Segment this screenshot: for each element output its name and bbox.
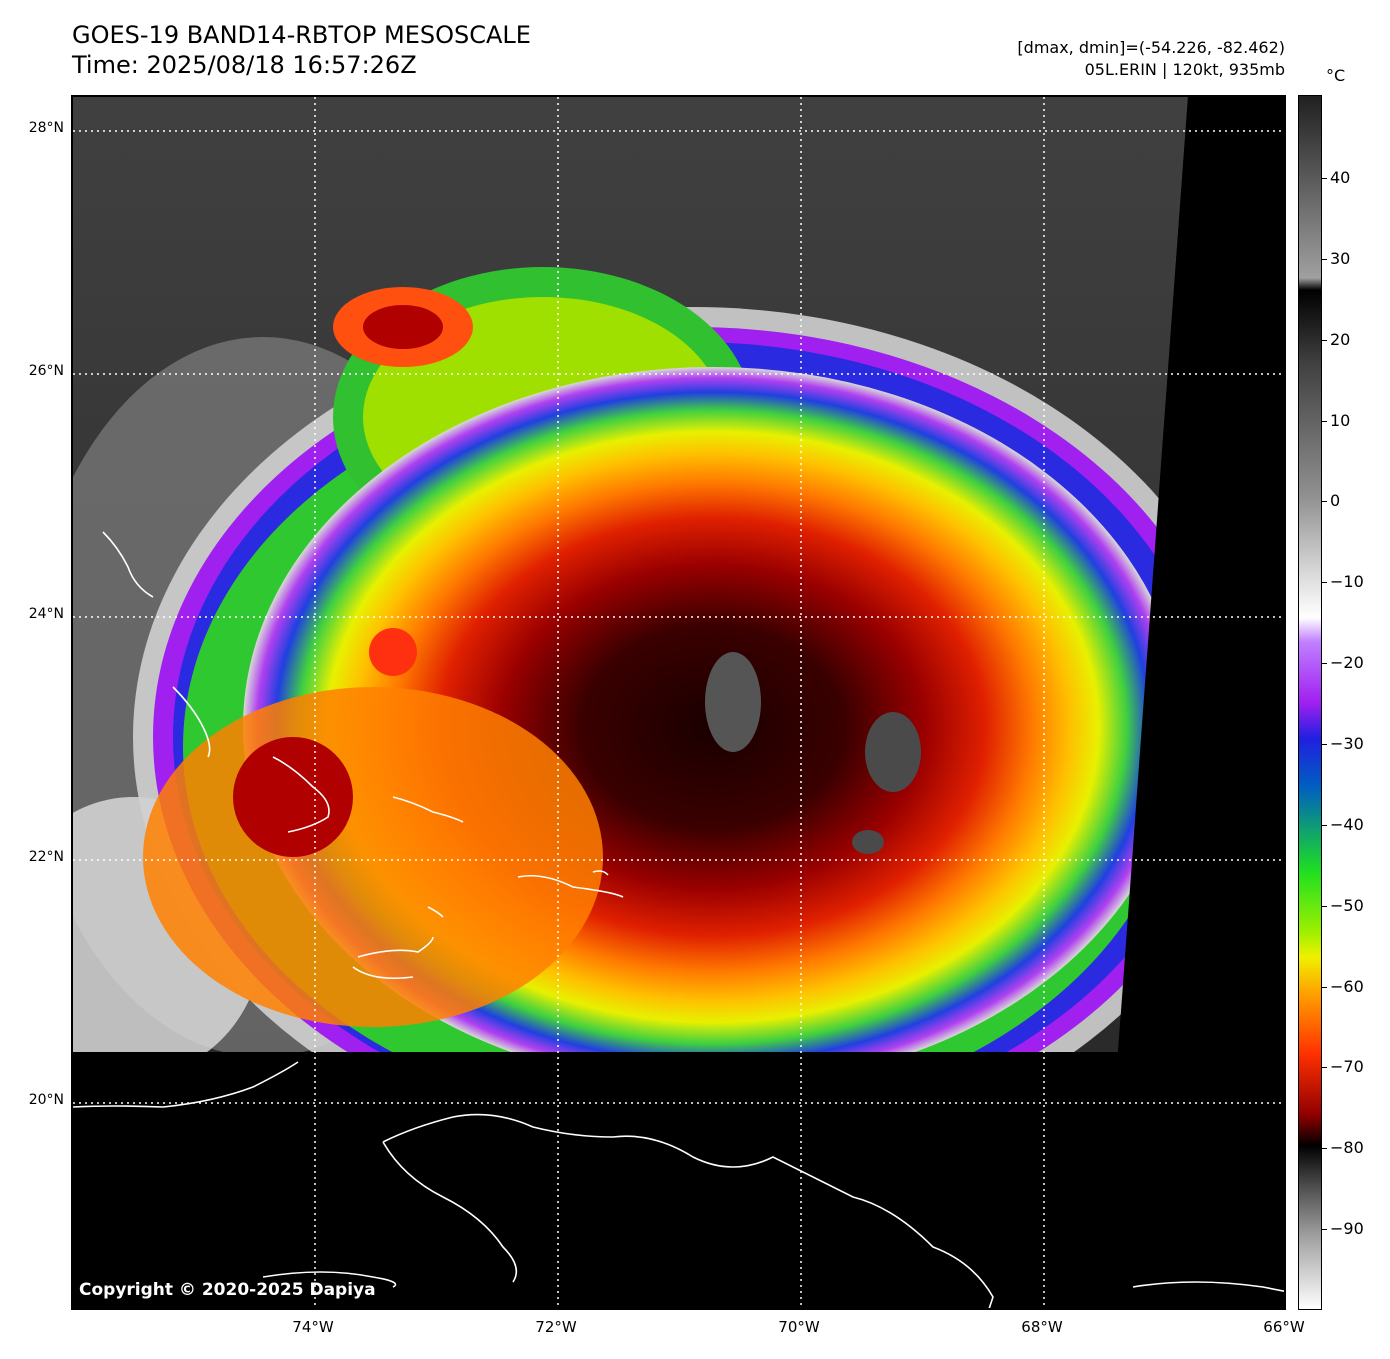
colorbar-tick-mark [1322, 1148, 1327, 1150]
colorbar-tick-mark [1322, 501, 1327, 503]
colorbar-tick-mark [1322, 258, 1327, 260]
lon-label-66w: 66°W [1263, 1318, 1305, 1336]
colorbar-tick-label: −20 [1330, 653, 1364, 673]
title-time: Time: 2025/08/18 16:57:26Z [72, 51, 417, 79]
colorbar-tick-label: 0 [1330, 491, 1341, 511]
colorbar-tick-mark [1322, 178, 1327, 179]
colorbar-tick-mark [1322, 420, 1327, 422]
colorbar-tick-mark [1322, 824, 1327, 826]
coastlines [73, 531, 1284, 1308]
colorbar-tick-mark [1322, 743, 1327, 745]
lat-label-26n: 26°N [28, 363, 64, 379]
colorbar-tick-mark [1322, 986, 1327, 988]
colorbar-tick-label: −10 [1330, 572, 1364, 592]
copyright-text: Copyright © 2020-2025 Dapiya [79, 1280, 376, 1300]
storm-info: [dmax, dmin]=(-54.226, -82.462) 05L.ERIN… [1017, 37, 1285, 81]
satellite-map: Copyright © 2020-2025 Dapiya [71, 95, 1286, 1310]
colorbar-tick-label: −60 [1330, 976, 1364, 996]
colorbar-tick-label: 40 [1330, 168, 1351, 187]
satellite-imagery [73, 97, 1284, 1308]
colorbar-tick-mark [1322, 905, 1327, 907]
lat-label-24n: 24°N [28, 606, 64, 622]
colorbar-tick-label: −80 [1330, 1138, 1364, 1158]
colorbar-tick-mark [1322, 1229, 1327, 1231]
temperature-colorbar [1298, 95, 1322, 1310]
lat-label-20n: 20°N [28, 1092, 64, 1108]
colorbar-tick-label: 20 [1330, 329, 1351, 349]
gridlines [73, 97, 1284, 1308]
storm-name: 05L.ERIN | 120kt, 935mb [1084, 60, 1285, 79]
lon-label-74w: 74°W [292, 1318, 334, 1336]
colorbar-tick-label: −90 [1330, 1219, 1364, 1239]
colorbar-tick-mark [1322, 1067, 1327, 1069]
lat-label-22n: 22°N [28, 849, 64, 865]
title-product: GOES-19 BAND14-RBTOP MESOSCALE [72, 21, 531, 49]
colorbar-tick-label: 10 [1330, 410, 1351, 430]
colorbar-tick-label: −30 [1330, 733, 1364, 753]
lon-label-72w: 72°W [535, 1318, 577, 1336]
colorbar-tick-label: −40 [1330, 814, 1364, 834]
colorbar-tick-mark [1322, 339, 1327, 341]
temperature-range: [dmax, dmin]=(-54.226, -82.462) [1017, 38, 1285, 57]
lat-label-28n: 28°N [28, 120, 64, 136]
lon-label-68w: 68°W [1021, 1318, 1063, 1336]
colorbar-tick-label: −70 [1330, 1057, 1364, 1077]
colorbar-tick-label: 30 [1330, 248, 1351, 268]
colorbar-tick-label: −50 [1330, 895, 1364, 915]
colorbar-unit: °C [1326, 66, 1346, 85]
map-title: GOES-19 BAND14-RBTOP MESOSCALE Time: 202… [72, 20, 531, 80]
colorbar-tick-mark [1322, 663, 1327, 665]
colorbar-tick-mark [1322, 582, 1327, 584]
lon-label-70w: 70°W [778, 1318, 820, 1336]
